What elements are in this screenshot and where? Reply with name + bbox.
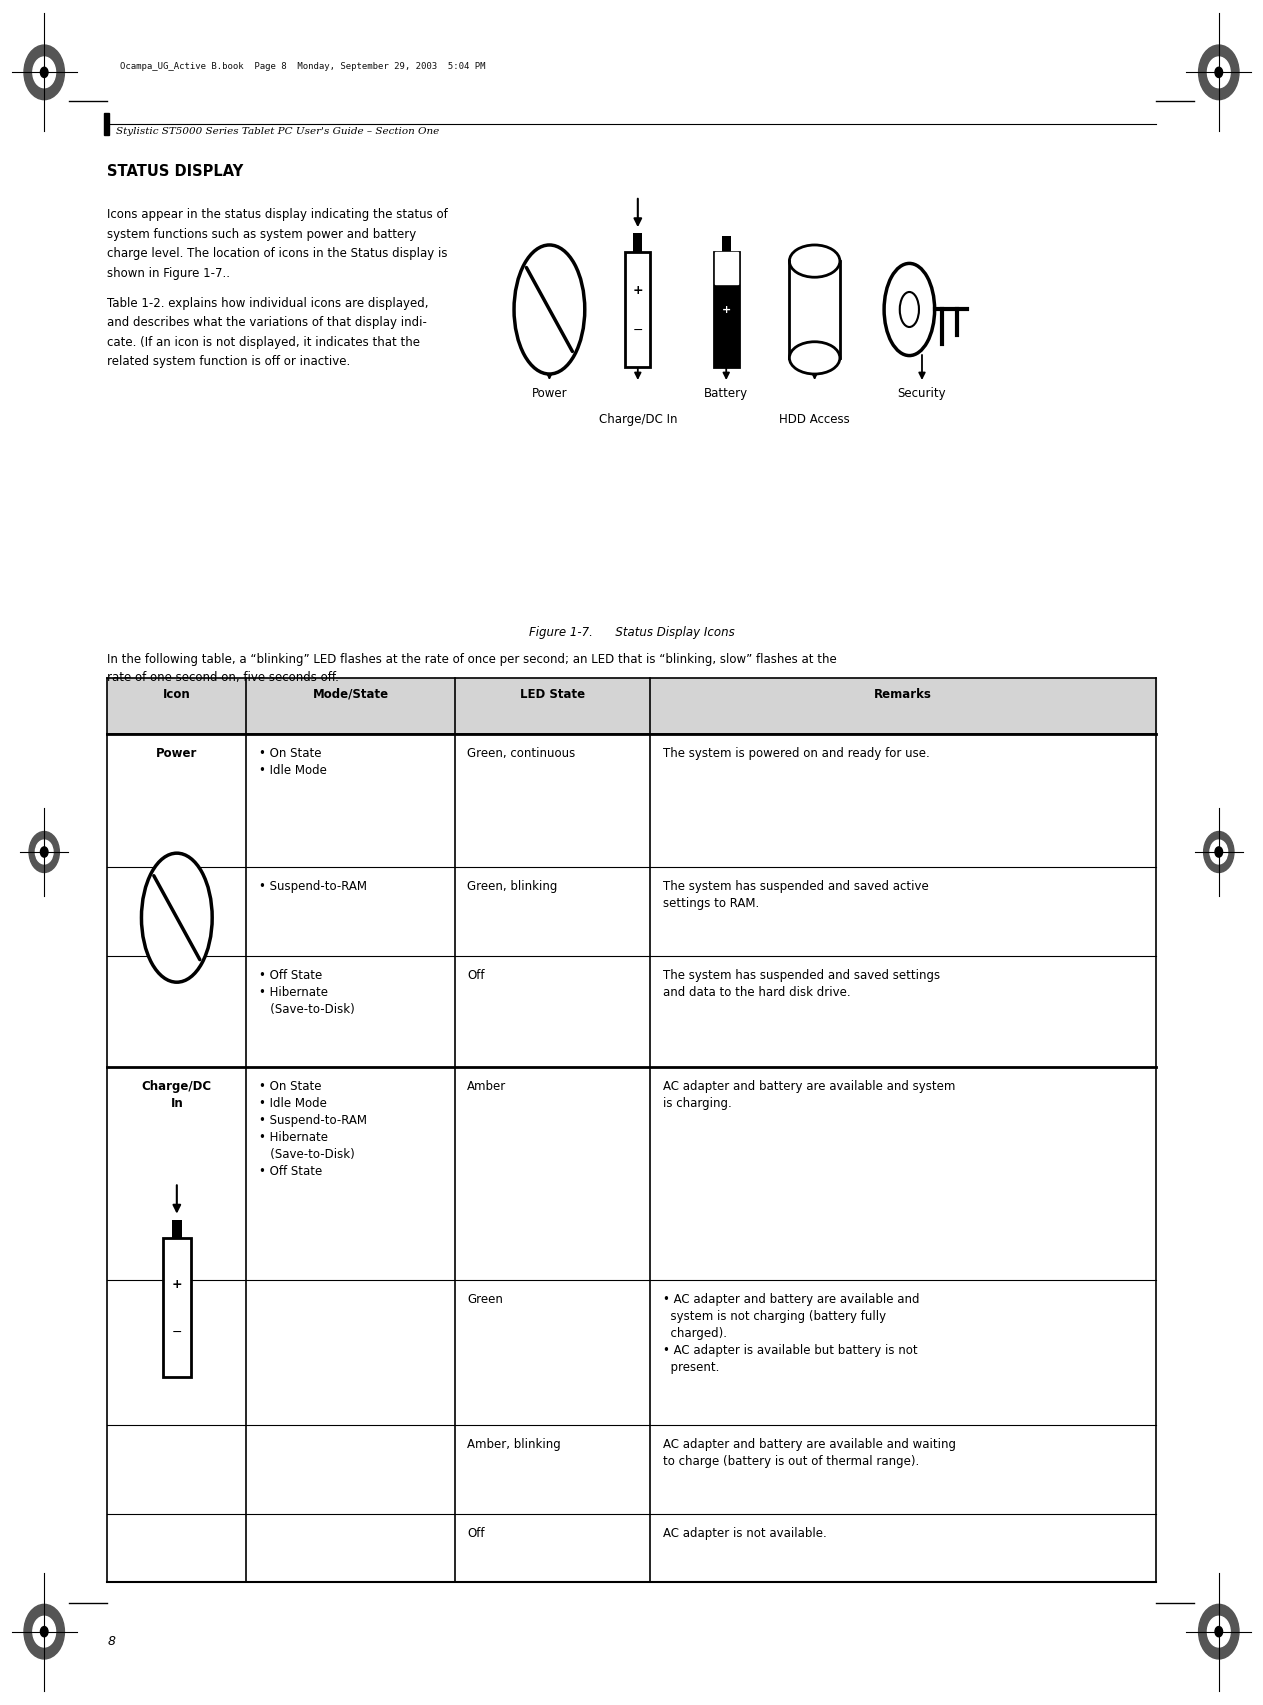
Ellipse shape [789, 246, 840, 278]
Ellipse shape [884, 264, 935, 356]
Text: −: − [172, 1325, 182, 1338]
Text: • AC adapter and battery are available and
  system is not charging (battery ful: • AC adapter and battery are available a… [663, 1292, 919, 1373]
Bar [104, 114, 109, 136]
Circle shape [1207, 58, 1230, 89]
FancyBboxPatch shape [721, 237, 730, 252]
Text: −: − [633, 324, 643, 338]
Bar [107, 1280, 1156, 1425]
Text: • On State
• Idle Mode
• Suspend-to-RAM
• Hibernate
   (Save-to-Disk)
• Off Stat: • On State • Idle Mode • Suspend-to-RAM … [259, 1079, 368, 1176]
Text: The system is powered on and ready for use.: The system is powered on and ready for u… [663, 747, 930, 760]
Circle shape [33, 58, 56, 89]
Text: STATUS DISPLAY: STATUS DISPLAY [107, 164, 244, 179]
Text: • On State
• Idle Mode: • On State • Idle Mode [259, 747, 327, 777]
Circle shape [40, 1627, 48, 1637]
Text: Green: Green [467, 1292, 503, 1306]
FancyBboxPatch shape [625, 252, 650, 368]
Circle shape [24, 46, 64, 101]
Circle shape [1215, 847, 1223, 858]
FancyBboxPatch shape [163, 1238, 191, 1378]
Circle shape [1199, 1604, 1239, 1659]
Text: +: + [633, 283, 643, 297]
Circle shape [35, 841, 53, 864]
FancyBboxPatch shape [172, 1221, 182, 1238]
Bar [107, 1067, 1156, 1280]
Text: +: + [172, 1277, 182, 1291]
Bar [789, 263, 840, 358]
Circle shape [1207, 1616, 1230, 1647]
Text: AC adapter and battery are available and system
is charging.: AC adapter and battery are available and… [663, 1079, 955, 1110]
Ellipse shape [789, 343, 840, 375]
Text: Off: Off [467, 1526, 485, 1540]
Text: Charge/DC In: Charge/DC In [599, 413, 677, 426]
Text: 8: 8 [107, 1633, 115, 1647]
Text: Remarks: Remarks [874, 687, 932, 701]
Text: Stylistic ST5000 Series Tablet PC User's Guide – Section One: Stylistic ST5000 Series Tablet PC User's… [116, 126, 440, 136]
Circle shape [1210, 841, 1228, 864]
Circle shape [1215, 68, 1223, 78]
Text: Amber, blinking: Amber, blinking [467, 1437, 561, 1451]
Circle shape [40, 847, 48, 858]
Text: Charge/DC
In: Charge/DC In [141, 1079, 212, 1110]
Text: Icons appear in the status display indicating the status of
system functions suc: Icons appear in the status display indic… [107, 208, 448, 280]
Circle shape [40, 68, 48, 78]
Circle shape [1199, 46, 1239, 101]
Text: Security: Security [898, 387, 946, 401]
Text: The system has suspended and saved active
settings to RAM.: The system has suspended and saved activ… [663, 880, 928, 910]
Bar [107, 735, 1156, 868]
Text: Off: Off [467, 968, 485, 982]
Bar [107, 1425, 1156, 1514]
Ellipse shape [141, 854, 212, 982]
Text: Ocampa_UG_Active B.book  Page 8  Monday, September 29, 2003  5:04 PM: Ocampa_UG_Active B.book Page 8 Monday, S… [120, 61, 485, 72]
Bar [107, 868, 1156, 957]
Bar [107, 679, 1156, 735]
Circle shape [24, 1604, 64, 1659]
Text: Green, blinking: Green, blinking [467, 880, 558, 893]
Circle shape [29, 832, 59, 873]
Text: Power: Power [532, 387, 567, 401]
FancyBboxPatch shape [714, 252, 739, 368]
Circle shape [1204, 832, 1234, 873]
Text: AC adapter and battery are available and waiting
to charge (battery is out of th: AC adapter and battery are available and… [663, 1437, 956, 1468]
Text: Amber: Amber [467, 1079, 506, 1093]
Text: Figure 1-7.      Status Display Icons: Figure 1-7. Status Display Icons [529, 626, 734, 639]
Circle shape [1215, 1627, 1223, 1637]
Text: Battery: Battery [705, 387, 748, 401]
Text: Power: Power [157, 747, 197, 760]
Bar [107, 957, 1156, 1067]
Bar [107, 1514, 1156, 1582]
Text: HDD Access: HDD Access [779, 413, 850, 426]
Text: LED State: LED State [520, 687, 585, 701]
Ellipse shape [899, 293, 919, 327]
Text: The system has suspended and saved settings
and data to the hard disk drive.: The system has suspended and saved setti… [663, 968, 940, 999]
FancyBboxPatch shape [634, 234, 643, 252]
Text: Table 1-2. explains how individual icons are displayed,
and describes what the v: Table 1-2. explains how individual icons… [107, 297, 429, 368]
Text: In the following table, a “blinking” LED flashes at the rate of once per second;: In the following table, a “blinking” LED… [107, 653, 837, 684]
Text: AC adapter is not available.: AC adapter is not available. [663, 1526, 827, 1540]
Text: Green, continuous: Green, continuous [467, 747, 576, 760]
Circle shape [33, 1616, 56, 1647]
Text: Mode/State: Mode/State [312, 687, 389, 701]
Text: • Off State
• Hibernate
   (Save-to-Disk): • Off State • Hibernate (Save-to-Disk) [259, 968, 355, 1016]
Text: Icon: Icon [163, 687, 191, 701]
Text: • Suspend-to-RAM: • Suspend-to-RAM [259, 880, 368, 893]
Ellipse shape [514, 246, 585, 375]
Text: +: + [721, 305, 731, 315]
Bar [715, 252, 738, 285]
